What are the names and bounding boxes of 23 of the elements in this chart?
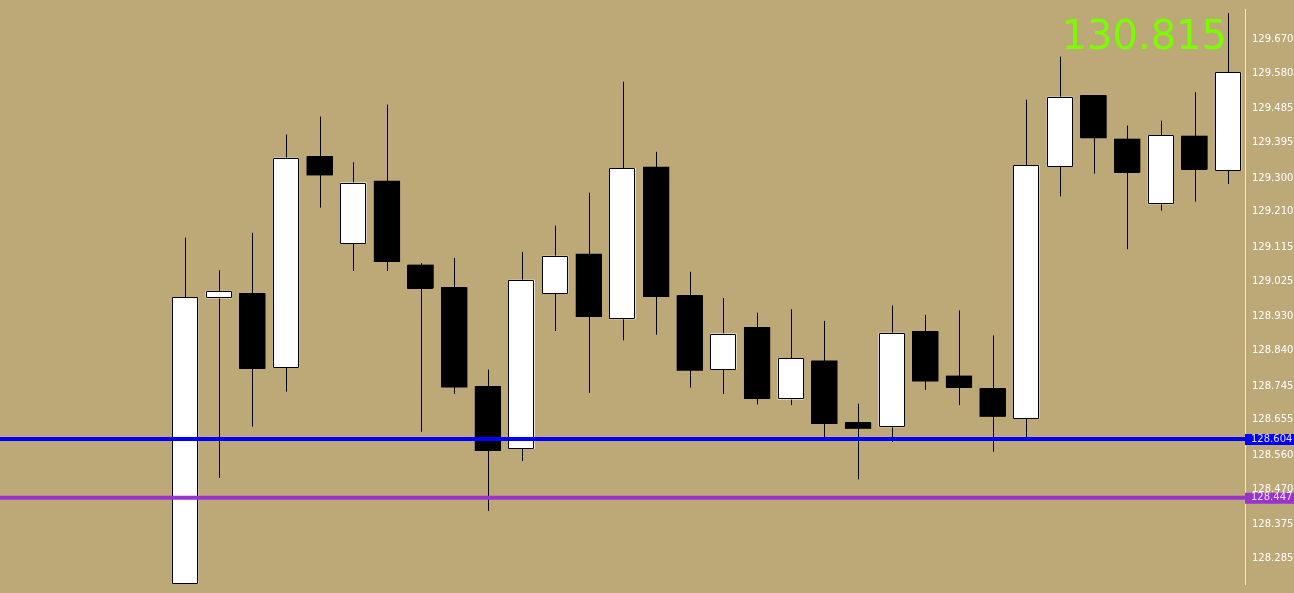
y-tick-label: 129.670 (1252, 32, 1294, 44)
y-tick-label: 128.745 (1252, 379, 1294, 391)
y-tick-label: 128.285 (1252, 552, 1294, 564)
y-tick-label: 128.840 (1252, 344, 1294, 356)
ref-line-label: 128.604 (1251, 432, 1293, 444)
y-tick-label: 129.300 (1252, 171, 1294, 183)
candlestick (844, 403, 872, 480)
candlestick (407, 262, 434, 433)
y-tick-label: 129.580 (1252, 66, 1294, 78)
candlestick (945, 309, 973, 406)
ref-line-label: 128.447 (1251, 491, 1293, 503)
y-tick-label: 128.560 (1252, 449, 1294, 461)
y-tick-label: 129.210 (1252, 205, 1294, 217)
y-tick-label: 128.655 (1252, 413, 1294, 425)
y-tick-label: 129.485 (1252, 102, 1294, 114)
y-tick-label: 129.115 (1252, 240, 1294, 252)
y-tick-label: 129.395 (1252, 136, 1294, 148)
candlestick (205, 269, 232, 479)
y-tick-label: 128.470 (1252, 482, 1294, 494)
y-tick-label: 129.025 (1252, 274, 1294, 286)
y-tick-label: 128.375 (1252, 518, 1294, 530)
annotation: 130.815 (1061, 12, 1227, 58)
y-tick-label: 128.930 (1252, 310, 1294, 322)
